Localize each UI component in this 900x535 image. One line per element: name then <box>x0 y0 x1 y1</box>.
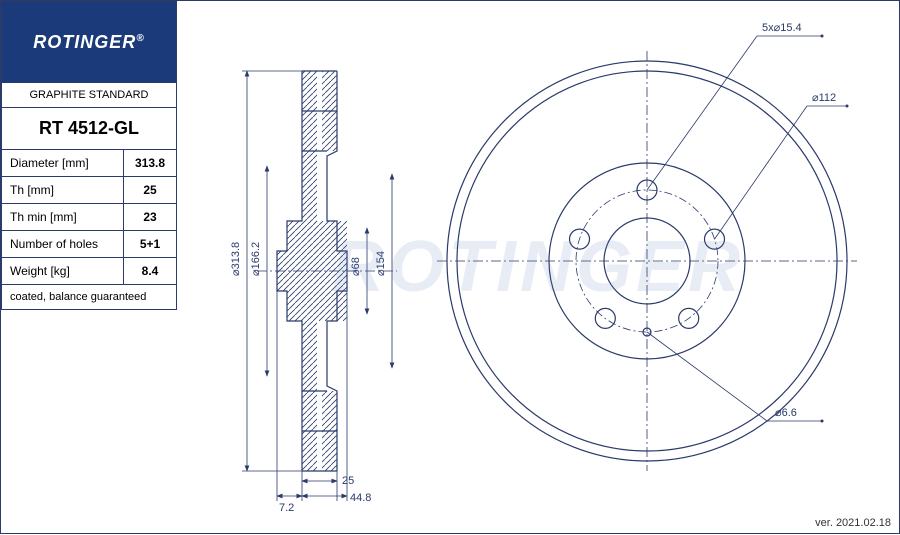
label: Th [mm] <box>2 177 124 203</box>
logo-reg: ® <box>136 33 144 44</box>
value: 313.8 <box>124 150 176 176</box>
info-panel: GRAPHITE STANDARD RT 4512-GL Diameter [m… <box>1 83 177 310</box>
row-th: Th [mm] 25 <box>2 177 176 204</box>
dim-holes: 5x⌀15.4 <box>762 22 802 34</box>
dim-68: ⌀68 <box>350 257 362 276</box>
version-label: ver. 2021.02.18 <box>815 517 891 529</box>
dim-25: 25 <box>342 475 354 487</box>
label: Weight [kg] <box>2 258 124 284</box>
row-weight: Weight [kg] 8.4 <box>2 258 176 285</box>
panel-header: GRAPHITE STANDARD <box>2 83 176 108</box>
row-diameter: Diameter [mm] 313.8 <box>2 150 176 177</box>
technical-drawing: ⌀313.8 ⌀166.2 ⌀68 ⌀154 7.2 25 44.8 <box>177 1 900 535</box>
dim-448: 44.8 <box>350 492 371 504</box>
label: Number of holes <box>2 231 124 257</box>
value: 8.4 <box>124 258 176 284</box>
row-holes: Number of holes 5+1 <box>2 231 176 258</box>
label: Diameter [mm] <box>2 150 124 176</box>
logo-text: ROTINGER® <box>33 32 144 53</box>
part-number: RT 4512-GL <box>2 108 176 150</box>
label: Th min [mm] <box>2 204 124 230</box>
value: 23 <box>124 204 176 230</box>
dim-66: ⌀6.6 <box>775 407 797 419</box>
logo-name: ROTINGER <box>33 32 136 52</box>
drawing-area: ROTINGER <box>177 1 899 533</box>
value: 5+1 <box>124 231 176 257</box>
dim-166: ⌀166.2 <box>250 242 262 276</box>
panel-note: coated, balance guaranteed <box>2 285 176 309</box>
value: 25 <box>124 177 176 203</box>
row-thmin: Th min [mm] 23 <box>2 204 176 231</box>
dim-72: 7.2 <box>279 502 294 514</box>
logo-box: ROTINGER® <box>1 1 177 83</box>
dim-outer: ⌀313.8 <box>230 242 242 276</box>
dim-112: ⌀112 <box>812 92 836 104</box>
dim-154: ⌀154 <box>375 251 387 276</box>
